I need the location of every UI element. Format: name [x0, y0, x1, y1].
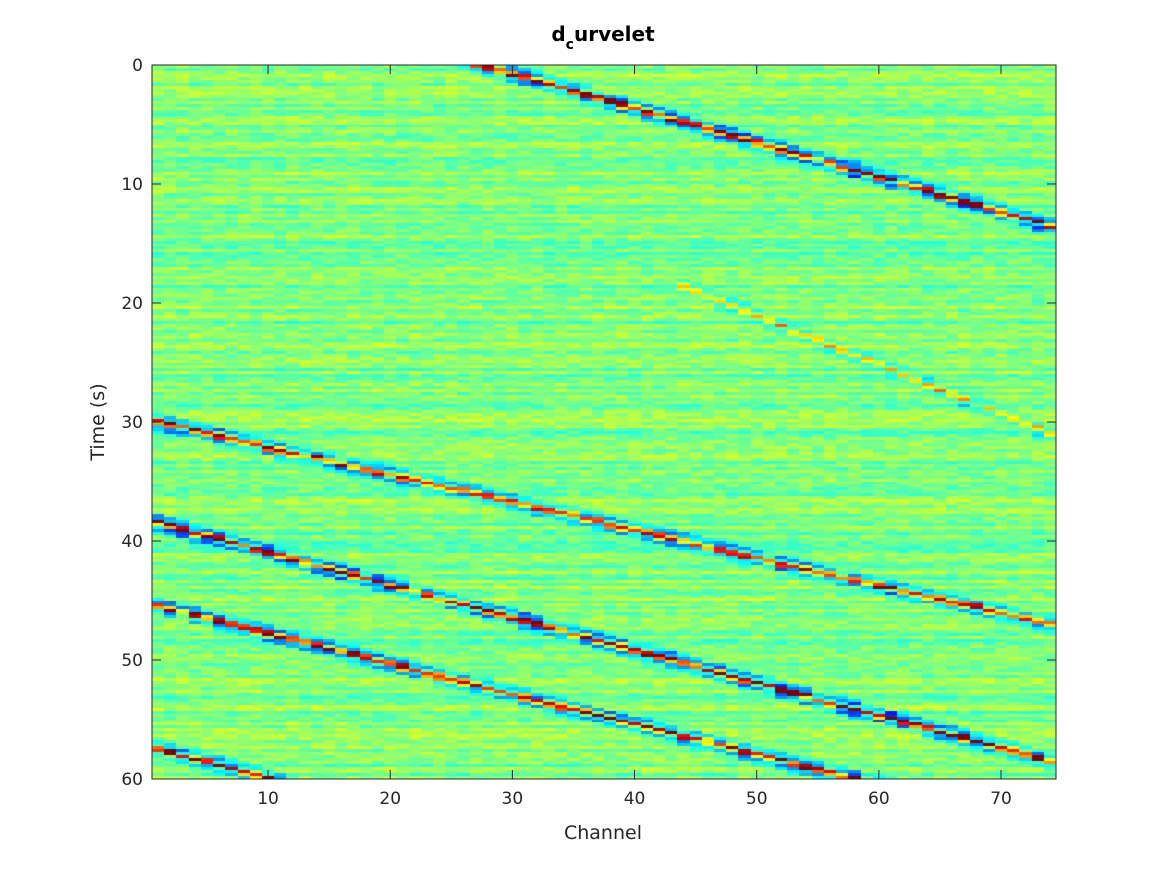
y-tick-label: 10 — [121, 175, 143, 195]
y-tick-label: 60 — [121, 770, 143, 790]
y-tick-label: 0 — [132, 56, 143, 76]
y-tick-label: 50 — [121, 651, 143, 671]
y-tick-label: 20 — [121, 294, 143, 314]
plot-area — [152, 65, 1056, 779]
x-tick-label: 20 — [379, 789, 401, 809]
x-tick-label: 60 — [868, 789, 890, 809]
x-tick-label: 30 — [502, 789, 524, 809]
y-axis-label: Time (s) — [87, 383, 109, 461]
x-axis-ticks: 10 20 30 40 50 60 70 — [257, 65, 1012, 809]
heatmap-image — [152, 65, 1056, 779]
y-tick-label: 40 — [121, 532, 143, 552]
x-axis-label: Channel — [564, 822, 642, 844]
x-tick-label: 40 — [624, 789, 646, 809]
chart-title: dcurvelet — [551, 22, 655, 53]
x-tick-label: 10 — [257, 789, 279, 809]
y-tick-label: 30 — [121, 413, 143, 433]
x-tick-label: 70 — [990, 789, 1012, 809]
y-axis-ticks: 0 10 20 30 40 50 60 — [121, 56, 1056, 790]
x-tick-label: 50 — [746, 789, 768, 809]
